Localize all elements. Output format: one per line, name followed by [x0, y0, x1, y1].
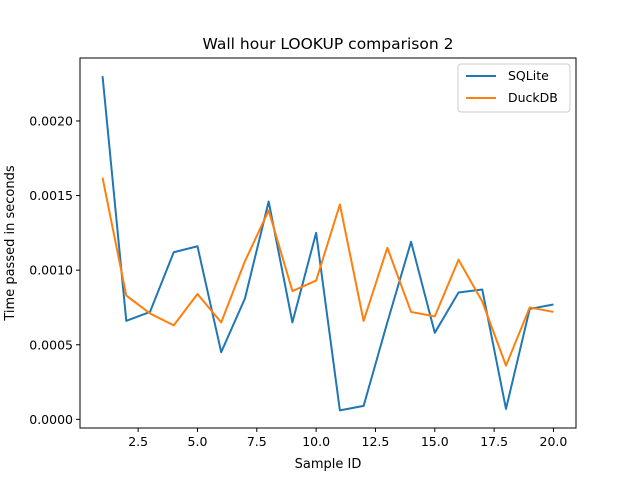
- x-tick-label: 20.0: [540, 434, 568, 449]
- y-tick-label: 0.0020: [29, 113, 73, 128]
- series-line-duckdb: [101, 177, 554, 367]
- x-tick-label: 12.5: [362, 434, 390, 449]
- series-line-sqlite: [101, 76, 554, 412]
- legend-label-duckdb: DuckDB: [508, 90, 558, 105]
- x-tick-label: 5.0: [188, 434, 208, 449]
- legend: SQLite DuckDB: [457, 63, 571, 113]
- x-axis-ticks: 2.5 5.0 7.5 10.0 12.5 15.0 17.5 20.0: [128, 428, 567, 449]
- x-tick-label: 17.5: [480, 434, 508, 449]
- y-tick-label: 0.0015: [29, 188, 73, 203]
- legend-label-sqlite: SQLite: [508, 68, 549, 83]
- y-tick-label: 0.0005: [29, 337, 73, 352]
- x-tick-label: 2.5: [128, 434, 148, 449]
- x-axis-label: Sample ID: [295, 457, 362, 472]
- y-axis-ticks: 0.0000 0.0005 0.0010 0.0015 0.0020: [29, 113, 80, 427]
- x-tick-label: 15.0: [421, 434, 449, 449]
- x-tick-label: 7.5: [247, 434, 267, 449]
- y-tick-label: 0.0000: [29, 412, 73, 427]
- plot-frame: [79, 57, 577, 429]
- plot-lines: [101, 76, 554, 412]
- chart-title: Wall hour LOOKUP comparison 2: [203, 35, 454, 53]
- y-tick-label: 0.0010: [29, 263, 73, 278]
- x-tick-label: 10.0: [302, 434, 330, 449]
- y-axis-label: Time passed in seconds: [3, 165, 18, 321]
